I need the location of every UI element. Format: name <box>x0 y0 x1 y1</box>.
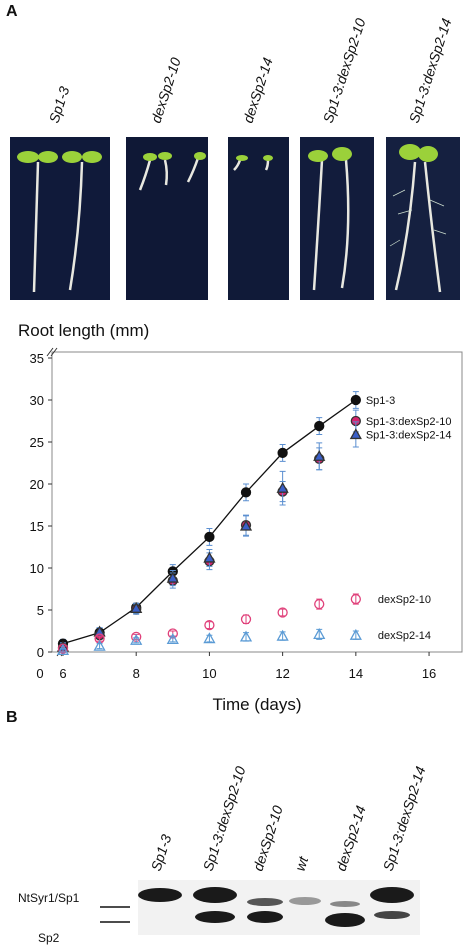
band-label: Sp2 <box>38 931 60 945</box>
x-tick-label: 14 <box>349 666 363 681</box>
photo-label: Sp1-3:dexSp2-14 <box>406 16 455 125</box>
lane-label: Sp1-3 <box>148 832 175 873</box>
error-bar <box>243 614 250 624</box>
plot-frame <box>51 351 463 653</box>
x-tick-label: 8 <box>133 666 140 681</box>
lane-label: dexSp2-10 <box>250 803 286 873</box>
marker <box>130 633 143 645</box>
lane-label: Sp1-3:dexSp2-10 <box>200 764 249 873</box>
error-bar <box>279 608 286 617</box>
x-axis-label: Time (days) <box>212 695 301 714</box>
series-label: Sp1-3 <box>366 395 395 407</box>
series-label: Sp1-3:dexSp2-10 <box>366 416 452 428</box>
marker <box>56 643 70 655</box>
photo-label: dexSp2-10 <box>148 55 184 125</box>
marker <box>130 601 143 613</box>
photo-label: dexSp2-14 <box>240 55 276 125</box>
marker <box>277 447 288 459</box>
panel-letter: A <box>6 3 18 20</box>
lane-label: wt <box>292 854 312 873</box>
y-tick-label: 15 <box>30 519 44 534</box>
marker <box>166 633 179 645</box>
series-label: dexSp2-10 <box>378 594 431 606</box>
series-label: dexSp2-14 <box>378 630 431 642</box>
y-tick-label: 25 <box>30 435 44 450</box>
photo-label: Sp1-3:dexSp2-10 <box>320 16 369 125</box>
band-label: NtSyr1/Sp1 <box>18 891 80 905</box>
marker <box>204 531 215 543</box>
y-tick-label: 30 <box>30 393 44 408</box>
marker <box>313 449 326 461</box>
lane-label: dexSp2-14 <box>333 803 369 873</box>
marker <box>203 551 216 563</box>
x-tick-label: 12 <box>275 666 289 681</box>
y-tick-label: 20 <box>30 477 44 492</box>
chart-title: Root length (mm) <box>18 321 149 340</box>
marker <box>239 519 253 531</box>
marker <box>276 481 289 493</box>
marker <box>94 633 105 644</box>
x-origin-label: 0 <box>36 666 43 681</box>
axis-break <box>46 347 68 657</box>
blot <box>100 880 420 935</box>
y-tick-label: 10 <box>30 561 44 576</box>
x-tick-label: 16 <box>422 666 436 681</box>
marker <box>93 639 106 651</box>
marker <box>277 607 288 618</box>
marker <box>240 614 252 625</box>
marker <box>276 629 289 641</box>
marker <box>314 420 325 432</box>
photos <box>10 137 460 300</box>
marker <box>350 394 361 406</box>
y-tick-label: 5 <box>37 603 44 618</box>
marker <box>166 571 179 583</box>
marker <box>204 619 215 631</box>
marker <box>239 630 253 642</box>
error-bar <box>206 621 213 629</box>
marker <box>203 632 216 644</box>
marker <box>349 428 362 440</box>
x-tick-label: 10 <box>202 666 216 681</box>
panel-letter: B <box>6 709 18 726</box>
photo-label: Sp1-3 <box>46 84 73 125</box>
lane-label: Sp1-3:dexSp2-14 <box>380 764 429 873</box>
series-label: Sp1-3:dexSp2-14 <box>366 429 452 441</box>
marker <box>350 593 361 605</box>
marker <box>314 598 325 610</box>
marker <box>240 487 252 498</box>
series-line <box>62 399 357 645</box>
y-tick-label: 35 <box>30 351 44 366</box>
y-tick-label: 0 <box>37 645 44 660</box>
marker <box>313 628 326 640</box>
marker <box>349 628 362 640</box>
x-tick-label: 6 <box>59 666 66 681</box>
